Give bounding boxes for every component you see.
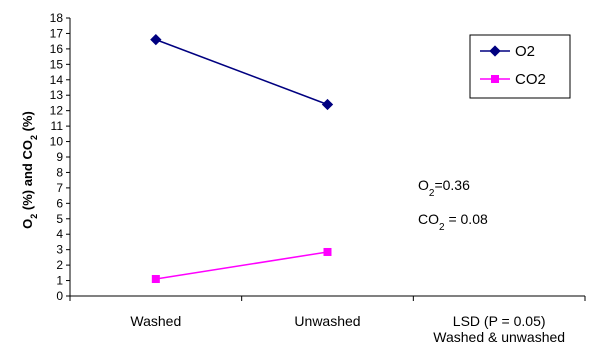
y-tick-label: 14 [50, 73, 64, 87]
y-tick-label: 1 [56, 274, 63, 288]
x-tick-label: Washed [130, 313, 181, 329]
series-line-o2 [155, 38, 328, 106]
x-tick-label: Unwashed [294, 313, 360, 329]
legend-o2-label: O2 [515, 43, 535, 60]
y-tick-label: 0 [56, 289, 63, 303]
data-point-co2 [323, 247, 332, 256]
lsd-co2-annotation: CO2 = 0.08 [418, 211, 488, 233]
y-tick-label: 12 [50, 104, 64, 118]
y-tick-label: 7 [56, 181, 63, 195]
y-tick-label: 5 [56, 212, 63, 226]
y-tick-label: 16 [50, 42, 64, 56]
series-line-co2 [155, 251, 328, 280]
y-tick-label: 17 [50, 26, 64, 40]
legend-o2-marker [489, 45, 501, 57]
data-point-o2 [321, 98, 334, 111]
y-tick-label: 3 [56, 243, 63, 257]
y-tick-label: 2 [56, 258, 63, 272]
x-tick-label: LSD (P = 0.05) [453, 313, 546, 329]
y-axis-label: O2 (%) and CO2 (%) [20, 111, 39, 229]
legend-co2-label: CO2 [515, 71, 546, 88]
y-tick-label: 4 [56, 227, 63, 241]
y-tick-label: 11 [51, 119, 64, 133]
legend-co2-marker [491, 75, 499, 83]
y-tick-label: 8 [56, 165, 63, 179]
legend-box [469, 34, 571, 99]
y-tick-label: 15 [50, 57, 64, 71]
y-tick-label: 6 [56, 196, 63, 210]
legend: O2 CO2 [469, 34, 571, 99]
data-point-o2 [150, 33, 162, 46]
y-tick-label: 10 [50, 135, 64, 149]
y-tick-label: 13 [50, 88, 64, 102]
y-tick-label: 18 [50, 11, 64, 25]
lsd-o2-annotation: O2=0.36 [418, 177, 470, 199]
data-point-co2 [151, 275, 160, 284]
y-tick-label: 9 [56, 150, 63, 164]
x-tick-label: Washed & unwashed [433, 329, 565, 345]
